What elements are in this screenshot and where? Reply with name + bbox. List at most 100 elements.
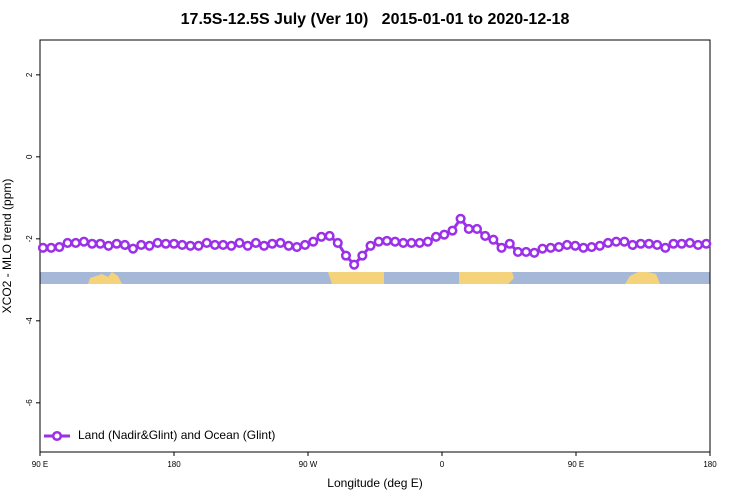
point (160, 238, 171, 249)
point (701, 238, 712, 249)
point (529, 247, 540, 258)
point (398, 237, 409, 248)
point (332, 237, 343, 248)
point (46, 242, 57, 253)
point (340, 250, 352, 261)
x-tick-label: 90 E (32, 460, 48, 469)
legend-label: Land (Nadir&Glint) and Ocean (Glint) (78, 428, 275, 442)
point (226, 240, 237, 251)
point (177, 239, 188, 251)
point (95, 238, 106, 249)
point (218, 239, 229, 251)
point (209, 239, 220, 251)
y-tick-label: 0 (25, 154, 34, 159)
point (390, 236, 401, 247)
point (259, 240, 270, 251)
land-ocean-strip (40, 272, 710, 284)
point (283, 240, 294, 251)
point (676, 238, 687, 249)
point (480, 230, 491, 242)
point (87, 238, 98, 249)
point (414, 237, 425, 248)
point (455, 213, 466, 224)
point (578, 242, 589, 253)
point (103, 240, 114, 251)
point (619, 236, 630, 247)
x-tick-label: 180 (167, 460, 181, 469)
point (643, 238, 655, 249)
point (54, 241, 65, 253)
land-patch (625, 272, 660, 284)
point (242, 240, 253, 251)
y-tick-label: -6 (25, 399, 34, 407)
point (463, 223, 474, 235)
point (234, 237, 245, 248)
point (62, 237, 73, 248)
point (693, 239, 704, 251)
x-axis-label: Longitude (deg E) (327, 476, 422, 490)
point (152, 237, 163, 248)
point (553, 241, 564, 253)
legend-marker (51, 430, 63, 442)
point (128, 243, 139, 254)
y-tick-label: -2 (25, 235, 34, 243)
point (668, 238, 679, 249)
chart-title: 17.5S-12.5S July (Ver 10) 2015-01-01 to … (181, 11, 570, 28)
point (119, 239, 130, 251)
point (521, 246, 532, 257)
point (37, 242, 49, 253)
land-patch (88, 272, 122, 284)
point (201, 237, 212, 248)
point (439, 229, 450, 240)
point (447, 225, 458, 236)
x-tick-label: 0 (440, 460, 445, 469)
point (144, 240, 155, 251)
land-patch (459, 272, 514, 284)
point (324, 230, 335, 242)
point (267, 238, 278, 249)
point (545, 242, 556, 253)
x-tick-label: 90 E (568, 460, 584, 469)
point (562, 239, 573, 251)
point (570, 240, 581, 251)
y-tick-label: 2 (25, 72, 34, 77)
point (406, 237, 417, 248)
point (168, 238, 180, 249)
point (422, 236, 433, 247)
point (594, 240, 605, 251)
point (78, 236, 89, 247)
point (512, 246, 523, 257)
point (684, 237, 695, 248)
point (373, 236, 384, 247)
point (488, 234, 499, 245)
point (611, 236, 622, 247)
point (496, 242, 507, 253)
point (275, 237, 286, 248)
point (250, 237, 261, 248)
point (430, 231, 442, 242)
y-axis-label: XCO2 - MLO trend (ppm) (0, 179, 14, 314)
y-tick-label: -4 (25, 317, 34, 325)
point (627, 239, 638, 251)
point (586, 241, 597, 253)
point (299, 239, 311, 251)
point (136, 239, 147, 251)
point (602, 237, 614, 248)
point (111, 238, 122, 249)
point (652, 239, 663, 251)
point (357, 250, 368, 261)
x-tick-label: 180 (703, 460, 717, 469)
point (308, 236, 319, 247)
point (185, 240, 196, 251)
point (316, 231, 327, 242)
point (471, 223, 483, 235)
point (635, 238, 646, 249)
point (70, 237, 81, 248)
point (660, 242, 671, 253)
point (381, 235, 392, 246)
point (537, 243, 548, 254)
point (504, 238, 515, 249)
point (291, 241, 302, 253)
point (365, 240, 376, 251)
